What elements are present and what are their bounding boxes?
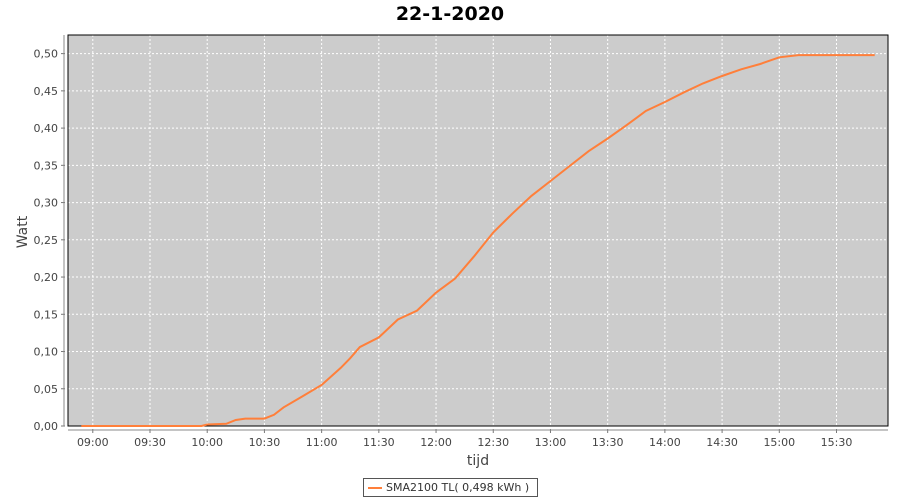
y-tick-label: 0,35	[34, 159, 59, 172]
y-axis-label: Watt	[15, 215, 31, 248]
x-tick-label: 15:00	[763, 436, 795, 449]
x-tick-label: 14:30	[706, 436, 738, 449]
y-tick-label: 0,45	[34, 85, 59, 98]
x-tick-label: 12:00	[420, 436, 452, 449]
x-axis-label: tijd	[467, 453, 489, 469]
x-tick-label: 12:30	[477, 436, 509, 449]
x-tick-label: 10:00	[191, 436, 223, 449]
x-tick-label: 11:30	[363, 436, 395, 449]
y-tick-label: 0,50	[34, 48, 59, 61]
y-tick-label: 0,15	[34, 308, 59, 321]
plot-area	[68, 35, 888, 426]
x-tick-label: 15:30	[821, 436, 853, 449]
y-tick-label: 0,05	[34, 383, 59, 396]
y-tick-label: 0,40	[34, 122, 59, 135]
series-line	[81, 54, 875, 427]
chart-title: 22-1-2020	[395, 3, 505, 25]
x-tick-label: 09:00	[77, 436, 109, 449]
x-tick-label: 11:00	[306, 436, 338, 449]
x-tick-label: 13:00	[535, 436, 567, 449]
y-tick-label: 0,30	[34, 197, 59, 210]
y-tick-label: 0,00	[34, 420, 59, 433]
y-tick-label: 0,20	[34, 271, 59, 284]
legend: SMA2100 TL( 0,498 kWh )	[363, 478, 539, 497]
legend-label: SMA2100 TL( 0,498 kWh )	[386, 481, 530, 494]
y-tick-label: 0,25	[34, 234, 59, 247]
x-tick-label: 10:30	[249, 436, 281, 449]
y-tick-label: 0,10	[34, 346, 59, 359]
plot-border	[67, 34, 889, 427]
legend-swatch	[368, 486, 382, 489]
x-tick-label: 13:30	[592, 436, 624, 449]
x-tick-label: 09:30	[134, 436, 166, 449]
x-tick-label: 14:00	[649, 436, 681, 449]
